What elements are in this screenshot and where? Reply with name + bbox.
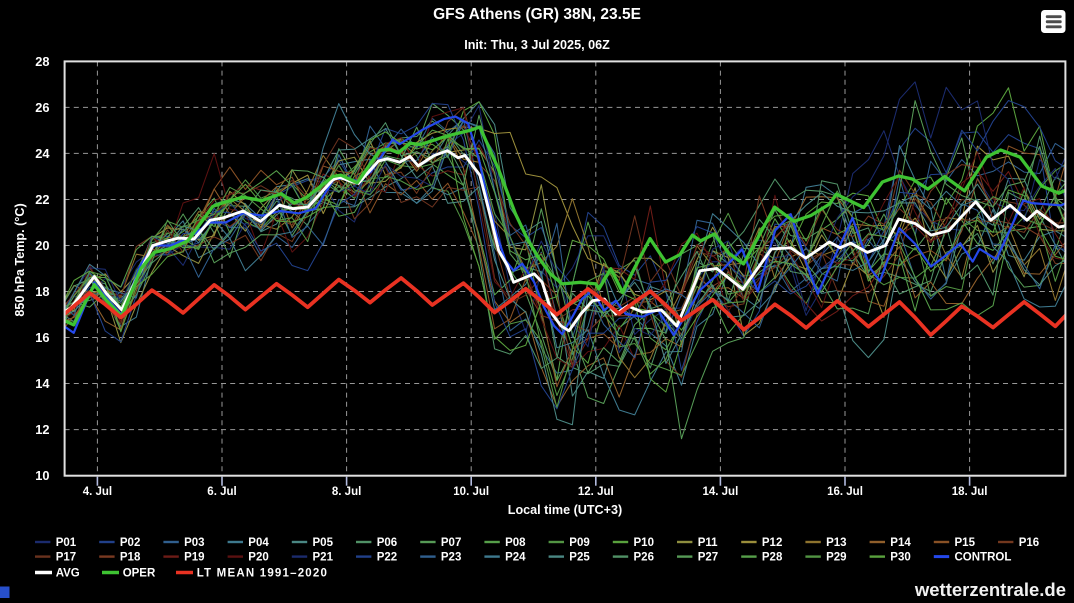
svg-text:P10: P10 bbox=[634, 537, 654, 549]
svg-text:14. Jul: 14. Jul bbox=[702, 486, 738, 498]
svg-text:P25: P25 bbox=[569, 552, 590, 564]
svg-text:18: 18 bbox=[35, 284, 49, 299]
svg-text:P18: P18 bbox=[120, 552, 141, 564]
svg-text:12: 12 bbox=[35, 422, 49, 437]
svg-text:26: 26 bbox=[35, 100, 49, 115]
svg-text:P21: P21 bbox=[313, 552, 334, 564]
svg-text:P23: P23 bbox=[441, 552, 461, 564]
svg-text:P01: P01 bbox=[56, 537, 77, 549]
svg-text:P30: P30 bbox=[890, 552, 910, 564]
svg-text:18. Jul: 18. Jul bbox=[952, 486, 988, 498]
svg-text:8. Jul: 8. Jul bbox=[332, 486, 361, 498]
svg-text:P27: P27 bbox=[698, 552, 718, 564]
svg-text:OPER: OPER bbox=[123, 568, 156, 580]
svg-text:22: 22 bbox=[35, 192, 49, 207]
svg-text:P03: P03 bbox=[184, 537, 204, 549]
svg-text:P19: P19 bbox=[184, 552, 204, 564]
svg-text:850 hPa Temp. (°C): 850 hPa Temp. (°C) bbox=[13, 203, 27, 316]
svg-text:P22: P22 bbox=[377, 552, 397, 564]
svg-text:P17: P17 bbox=[56, 552, 76, 564]
svg-text:24: 24 bbox=[35, 146, 50, 161]
svg-text:GFS Athens (GR) 38N, 23.5E: GFS Athens (GR) 38N, 23.5E bbox=[433, 6, 641, 23]
svg-text:28: 28 bbox=[35, 54, 49, 69]
svg-text:AVG: AVG bbox=[56, 568, 80, 580]
svg-text:12. Jul: 12. Jul bbox=[578, 486, 614, 498]
svg-text:P28: P28 bbox=[762, 552, 783, 564]
svg-text:LT MEAN 1991–2020: LT MEAN 1991–2020 bbox=[197, 568, 328, 580]
svg-text:P06: P06 bbox=[377, 537, 397, 549]
svg-text:P09: P09 bbox=[569, 537, 589, 549]
svg-text:16. Jul: 16. Jul bbox=[827, 486, 863, 498]
svg-text:P12: P12 bbox=[762, 537, 782, 549]
svg-text:16: 16 bbox=[35, 330, 49, 345]
svg-text:P14: P14 bbox=[890, 537, 911, 549]
svg-text:P07: P07 bbox=[441, 537, 461, 549]
svg-text:P11: P11 bbox=[698, 537, 718, 549]
svg-text:Init: Thu, 3 Jul 2025, 06Z: Init: Thu, 3 Jul 2025, 06Z bbox=[464, 38, 610, 52]
svg-text:P15: P15 bbox=[955, 537, 976, 549]
svg-text:CONTROL: CONTROL bbox=[955, 552, 1012, 564]
svg-text:20: 20 bbox=[35, 238, 49, 253]
svg-text:P02: P02 bbox=[120, 537, 140, 549]
svg-text:P04: P04 bbox=[248, 537, 269, 549]
svg-text:Local time (UTC+3): Local time (UTC+3) bbox=[508, 503, 622, 517]
svg-text:14: 14 bbox=[35, 376, 50, 391]
svg-text:P24: P24 bbox=[505, 552, 526, 564]
svg-text:wetterzentrale.de: wetterzentrale.de bbox=[914, 579, 1066, 598]
svg-text:10: 10 bbox=[35, 468, 49, 483]
svg-text:4. Jul: 4. Jul bbox=[83, 486, 112, 498]
svg-text:P05: P05 bbox=[313, 537, 334, 549]
svg-text:P20: P20 bbox=[248, 552, 268, 564]
svg-text:P08: P08 bbox=[505, 537, 526, 549]
svg-text:6. Jul: 6. Jul bbox=[207, 486, 236, 498]
svg-text:P26: P26 bbox=[634, 552, 654, 564]
svg-text:P16: P16 bbox=[1019, 537, 1039, 549]
svg-text:P13: P13 bbox=[826, 537, 846, 549]
svg-text:P29: P29 bbox=[826, 552, 846, 564]
svg-text:10. Jul: 10. Jul bbox=[453, 486, 489, 498]
